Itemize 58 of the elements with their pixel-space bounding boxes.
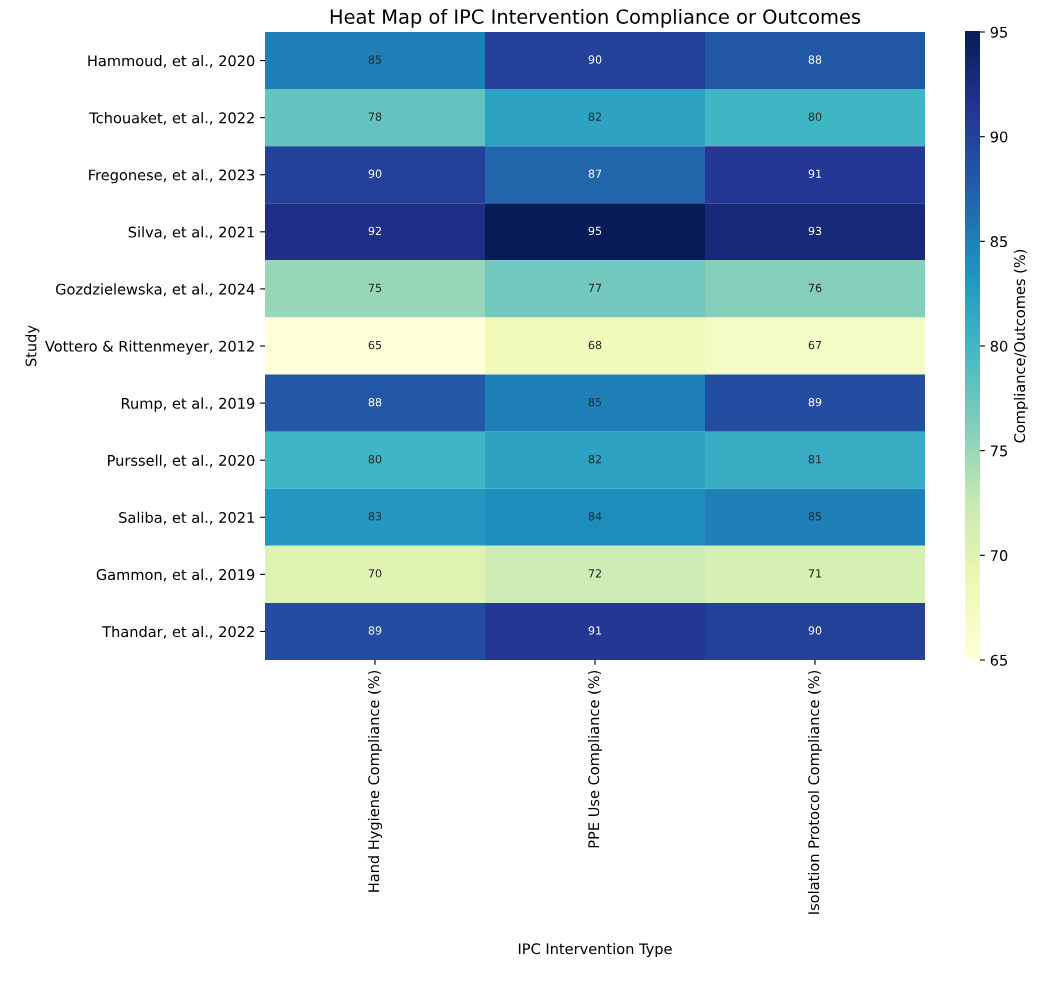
data-label: 88 [808,55,822,64]
color-bar-title: Compliance/Outcomes (%) [1013,249,1028,443]
y-axis-title: Study [25,325,40,367]
data-label: 92 [368,226,381,236]
data-label: 90 [808,626,822,635]
data-label: 91 [588,626,602,635]
data-label: 80 [808,112,822,121]
data-label: 87 [588,169,602,178]
x-tick-label: Hand Hygiene Compliance (%) [367,670,383,892]
y-tick-label: Thandar, et al., 2022 [102,625,254,639]
y-tick-label: Purssell, et al., 2020 [108,454,255,468]
y-tick-label: Silva, et al., 2021 [128,226,254,240]
y-tick-label: Gammon, et al., 2019 [96,568,255,582]
x-axis-title: IPC Intervention Type [518,942,672,958]
data-label: 90 [368,169,382,178]
data-label: 85 [368,55,382,64]
y-tick-label: Hammoud, et al., 2020 [88,55,255,68]
data-label: 77 [588,283,602,292]
x-tick-label: PPE Use Compliance (%) [587,670,603,848]
color-bar-label: 80 [990,340,1008,352]
data-label: 81 [808,455,822,464]
data-label: 89 [808,397,822,407]
data-label: 84 [588,512,602,521]
data-label: 72 [588,569,601,578]
color-bar-label: 85 [990,236,1008,248]
data-label: 80 [368,455,382,464]
data-label: 76 [808,283,822,293]
data-label: 78 [368,112,382,121]
color-bar-label: 65 [990,654,1008,666]
data-label: 68 [588,340,602,350]
chart-title: Heat Map of IPC Intervention Compliance or Outcomes [330,8,861,28]
y-tick-label: Vottero & Rittenmeyer, 2012 [44,340,254,355]
data-label: 85 [588,397,602,407]
y-tick-label: Fregonese, et al., 2023 [89,169,255,184]
data-label: 82 [588,112,601,121]
data-label: 82 [588,455,601,464]
color-bar-label: 90 [990,131,1008,143]
color-bar-label: 70 [990,550,1008,562]
color-bar-label: 75 [990,445,1008,457]
data-label: 95 [588,226,602,236]
data-label: 75 [368,283,382,293]
x-tick-label: Isolation Protocol Compliance (%) [807,670,823,914]
data-label: 90 [588,55,602,64]
data-label: 83 [368,512,382,521]
data-label: 67 [808,340,822,350]
data-label: 88 [368,397,382,407]
y-tick-label: Rump, et al., 2019 [121,397,255,412]
y-tick-label: Saliba, et al., 2021 [119,511,254,525]
data-label: 91 [808,169,822,178]
y-tick-label: Tchouaket, et al., 2022 [89,112,254,125]
data-label: 71 [808,569,822,578]
data-label: 89 [368,626,382,635]
data-label: 65 [368,340,382,350]
color-bar-label: 95 [990,26,1008,38]
y-tick-label: Gozdzielewska, et al., 2024 [56,283,255,297]
data-label: 70 [368,569,382,578]
data-label: 93 [808,226,822,236]
data-label: 85 [808,512,822,521]
